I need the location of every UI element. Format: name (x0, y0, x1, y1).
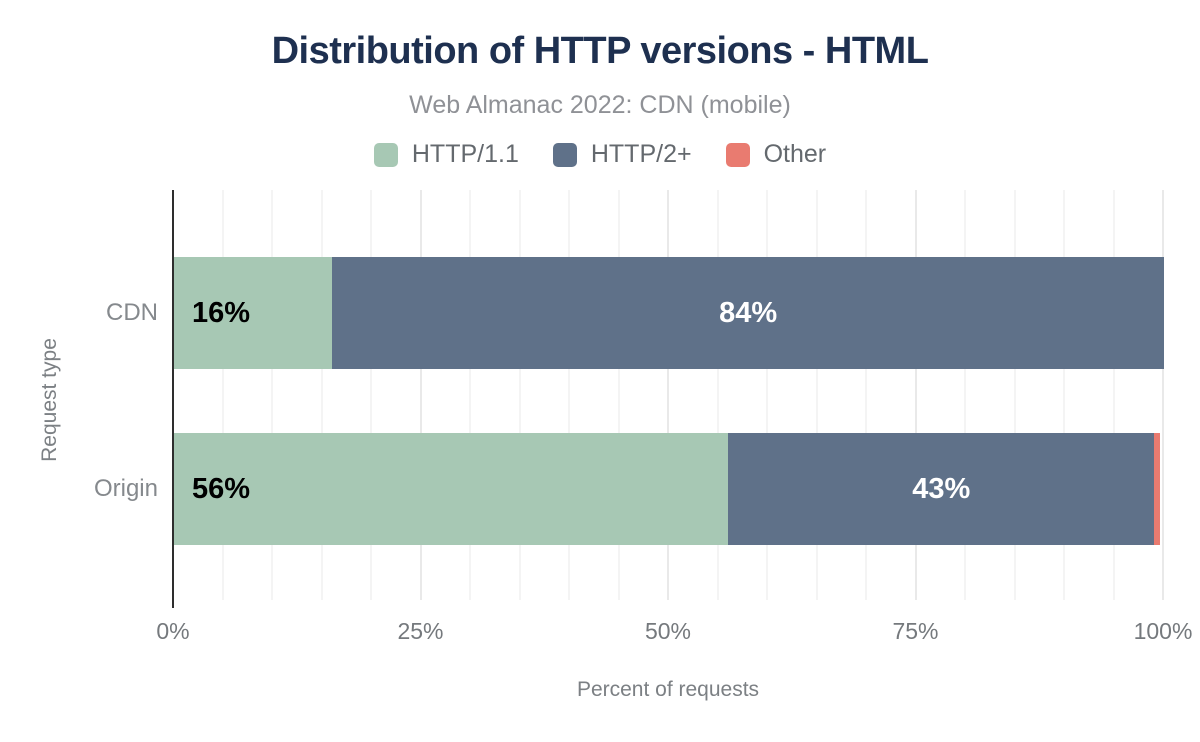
chart-title: Distribution of HTTP versions - HTML (271, 30, 929, 72)
bar-segment-http-2-: 43% (728, 433, 1155, 545)
gridline (320, 190, 323, 600)
y-category-label-origin: Origin (93, 475, 158, 502)
x-axis-title: Percent of requests (576, 678, 760, 701)
legend-item-http-1-1: HTTP/1.1 (373, 140, 519, 169)
y-axis-title: Request type (38, 338, 61, 462)
gridline (271, 190, 273, 600)
plot-area: 16% 84% 56% 43% (173, 190, 1164, 600)
gridline (1063, 190, 1065, 600)
bar-value-label: 84% (719, 296, 778, 329)
legend-swatch-icon (373, 142, 398, 167)
gridline (469, 190, 471, 600)
gridline (716, 190, 719, 600)
bar-value-label: 43% (912, 472, 971, 505)
x-tick-label: 100% (1133, 618, 1193, 644)
gridline (914, 190, 917, 600)
y-axis-line (172, 190, 174, 608)
gridline (964, 190, 966, 600)
gridline (815, 190, 818, 600)
gridline (370, 190, 372, 600)
legend-label: HTTP/2+ (590, 140, 692, 168)
x-tick-label: 0% (156, 618, 190, 644)
gridline (865, 190, 867, 600)
gridline (667, 190, 669, 600)
gridline (1013, 190, 1016, 600)
legend-item-other: Other (725, 140, 827, 169)
bar-value-label: 56% (192, 472, 251, 505)
bar-value-label: 16% (192, 296, 251, 329)
bar-segment-http-2-: 84% (332, 257, 1164, 369)
chart-subtitle: Web Almanac 2022: CDN (mobile) (409, 91, 791, 119)
legend: HTTP/1.1 HTTP/2+ Other (0, 140, 1200, 169)
x-tick-label: 75% (892, 618, 939, 644)
legend-item-http-2-: HTTP/2+ (552, 140, 692, 169)
x-tick-label: 50% (644, 618, 692, 644)
legend-label: HTTP/1.1 (411, 140, 519, 168)
gridline (1162, 190, 1164, 600)
gridline (766, 190, 768, 600)
legend-label: Other (763, 140, 827, 168)
gridline (221, 190, 224, 600)
bar-segment-other (1154, 433, 1161, 545)
x-tick-label: 25% (397, 618, 444, 644)
bar-origin: 56% 43% (174, 433, 1164, 545)
gridline (1112, 190, 1115, 600)
y-category-label-cdn: CDN (106, 299, 158, 326)
legend-swatch-icon (552, 142, 577, 167)
gridline (419, 190, 422, 600)
gridline (568, 190, 570, 600)
gridline (617, 190, 620, 600)
bar-cdn: 16% 84% (174, 257, 1164, 369)
bar-segment-http-1-1: 56% (174, 433, 729, 545)
gridline (518, 190, 521, 600)
bar-segment-http-1-1: 16% (174, 257, 333, 369)
legend-swatch-icon (725, 142, 750, 167)
